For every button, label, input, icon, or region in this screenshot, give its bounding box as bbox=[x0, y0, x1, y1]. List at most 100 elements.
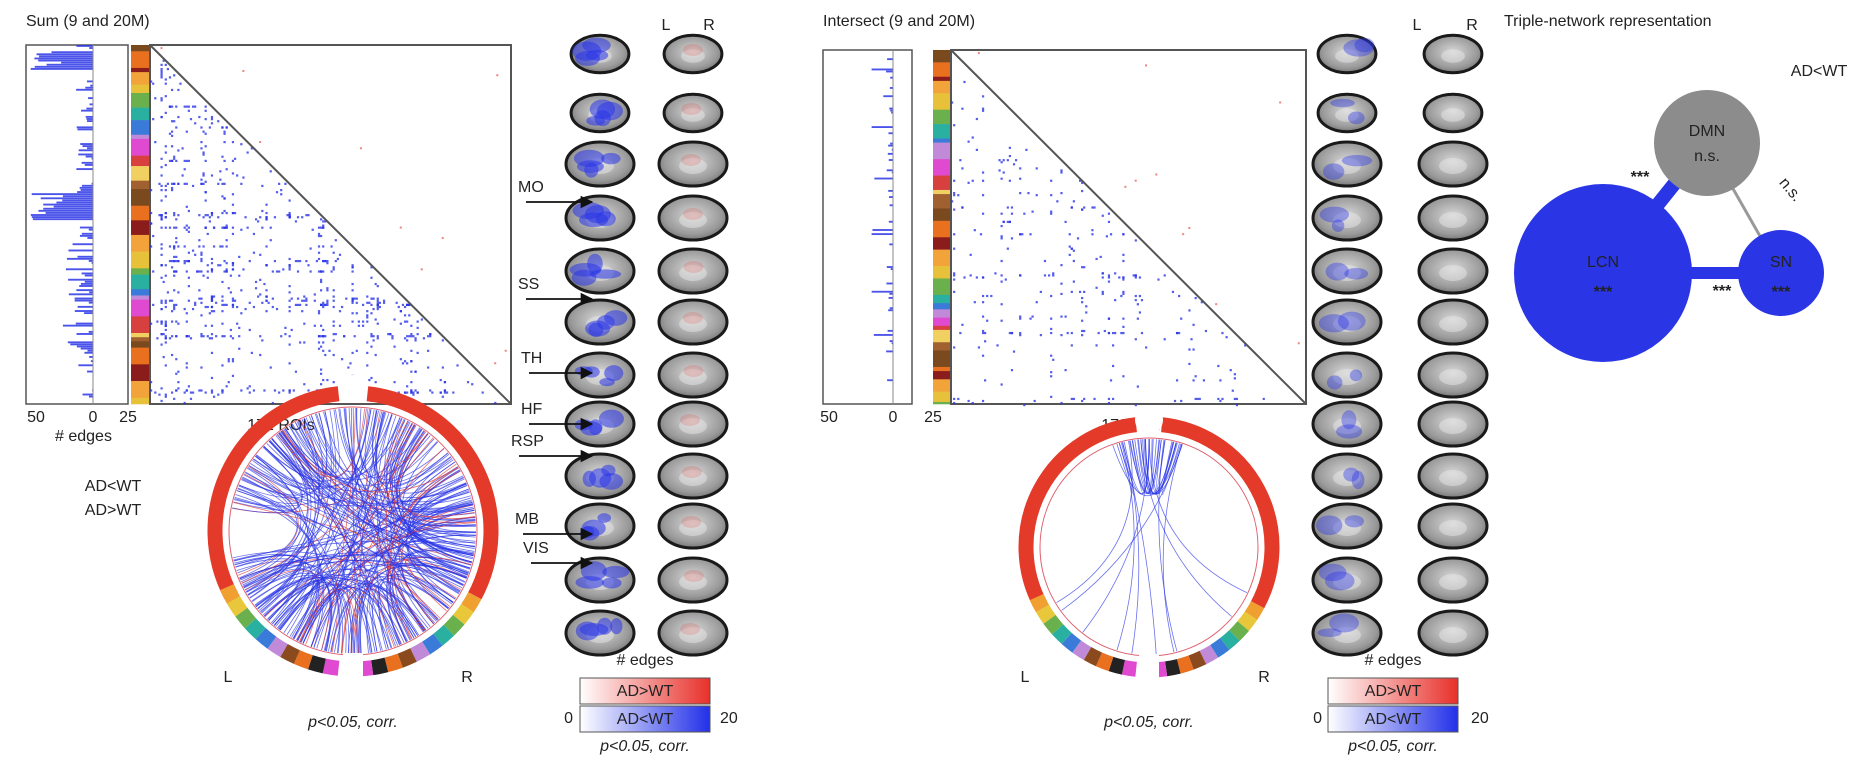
matrix-cell bbox=[429, 335, 431, 337]
matrix-cell bbox=[1195, 297, 1197, 299]
brain-core bbox=[1439, 418, 1467, 434]
matrix-cell bbox=[417, 333, 419, 335]
brain-overlay bbox=[683, 44, 703, 56]
histogram-bar bbox=[84, 312, 93, 314]
matrix-cell bbox=[177, 116, 179, 118]
matrix-cell bbox=[249, 385, 251, 387]
matrix-cell bbox=[1050, 295, 1052, 297]
roi-strip bbox=[933, 62, 951, 77]
matrix-cell bbox=[412, 391, 414, 393]
matrix-cell bbox=[326, 302, 328, 304]
matrix-cell bbox=[366, 314, 368, 316]
matrix-cell bbox=[205, 325, 207, 327]
matrix-cell bbox=[1145, 346, 1147, 348]
matrix-cell bbox=[278, 183, 280, 185]
roi-strip bbox=[933, 330, 951, 343]
circos-segment bbox=[372, 665, 386, 668]
matrix-cell bbox=[994, 272, 996, 274]
matrix-cell bbox=[326, 260, 328, 262]
histogram-bar bbox=[35, 66, 93, 68]
matrix-cell bbox=[165, 275, 167, 277]
matrix-cell bbox=[274, 260, 276, 262]
matrix-cell bbox=[423, 337, 425, 339]
matrix-cell bbox=[301, 310, 303, 312]
matrix-cell bbox=[259, 354, 261, 356]
matrix-cell bbox=[1036, 301, 1038, 303]
matrix-cell bbox=[226, 304, 228, 306]
matrix-cell bbox=[198, 298, 200, 300]
matrix-cell bbox=[1060, 264, 1062, 266]
matrix-cell bbox=[303, 300, 305, 302]
histogram-bar bbox=[77, 126, 93, 128]
matrix-cell bbox=[274, 216, 276, 218]
matrix-cell bbox=[173, 183, 175, 185]
matrix-cell bbox=[169, 106, 171, 108]
matrix-cell bbox=[410, 350, 412, 352]
matrix-cell bbox=[961, 206, 963, 208]
roi-strip bbox=[131, 108, 150, 121]
matrix-cell bbox=[238, 275, 240, 277]
matrix-cell bbox=[276, 270, 278, 272]
matrix-cell bbox=[331, 245, 333, 247]
matrix-cell bbox=[1095, 258, 1097, 260]
matrix-cell bbox=[165, 337, 167, 339]
roi-strip bbox=[131, 275, 150, 290]
matrix-cell bbox=[289, 266, 291, 268]
histogram-bar bbox=[76, 289, 93, 291]
histogram-bar bbox=[68, 250, 93, 252]
matrix-cell bbox=[165, 185, 167, 187]
matrix-cell bbox=[1060, 402, 1062, 404]
matrix-cell bbox=[320, 325, 322, 327]
matrix-cell bbox=[160, 247, 162, 249]
matrix-cell bbox=[1081, 266, 1083, 268]
brain-overlay bbox=[681, 516, 701, 528]
matrix-cell bbox=[305, 304, 307, 306]
matrix-cell bbox=[221, 310, 223, 312]
matrix-cell bbox=[1104, 330, 1106, 332]
matrix-cell bbox=[211, 337, 213, 339]
histogram-bar bbox=[43, 204, 93, 206]
matrix-cell bbox=[370, 277, 372, 279]
matrix-cell bbox=[318, 348, 320, 350]
matrix-cell bbox=[1023, 213, 1025, 215]
matrix-cell bbox=[414, 339, 416, 341]
matrix-cell bbox=[1108, 402, 1110, 404]
matrix-cell bbox=[1190, 338, 1192, 340]
matrix-cell bbox=[982, 332, 984, 334]
histogram-bar bbox=[889, 221, 893, 223]
matrix-cell bbox=[1027, 192, 1029, 194]
matrix-cell bbox=[160, 227, 162, 229]
matrix-cell bbox=[1188, 309, 1190, 311]
matrix-cell bbox=[305, 260, 307, 262]
roi-strip bbox=[933, 237, 951, 250]
matrix-cell bbox=[165, 164, 167, 166]
matrix-cell bbox=[410, 335, 412, 337]
matrix-cell bbox=[221, 304, 223, 306]
matrix-cell bbox=[1060, 316, 1062, 318]
histogram-bar bbox=[887, 266, 893, 268]
matrix-cell bbox=[244, 216, 246, 218]
matrix-cell bbox=[984, 332, 986, 334]
matrix-cell bbox=[171, 321, 173, 323]
matrix-cell bbox=[303, 323, 305, 325]
matrix-cell bbox=[974, 301, 976, 303]
brain-core bbox=[1441, 49, 1465, 63]
matrix-cell bbox=[982, 95, 984, 97]
circos-segment bbox=[1037, 597, 1043, 608]
matrix-cell bbox=[165, 306, 167, 308]
matrix-cell bbox=[240, 312, 242, 314]
matrix-cell bbox=[190, 337, 192, 339]
matrix-cell bbox=[211, 352, 213, 354]
matrix-cell bbox=[496, 74, 498, 76]
matrix-cell bbox=[184, 402, 186, 404]
matrix-cell bbox=[171, 187, 173, 189]
region-label: HF bbox=[521, 401, 543, 418]
matrix-cell bbox=[980, 233, 982, 235]
slice-column-label: L bbox=[662, 17, 671, 34]
matrix-cell bbox=[318, 245, 320, 247]
matrix-cell bbox=[1102, 293, 1104, 295]
matrix-cell bbox=[301, 216, 303, 218]
matrix-cell bbox=[959, 159, 961, 161]
matrix-cell bbox=[377, 337, 379, 339]
matrix-cell bbox=[1050, 371, 1052, 373]
